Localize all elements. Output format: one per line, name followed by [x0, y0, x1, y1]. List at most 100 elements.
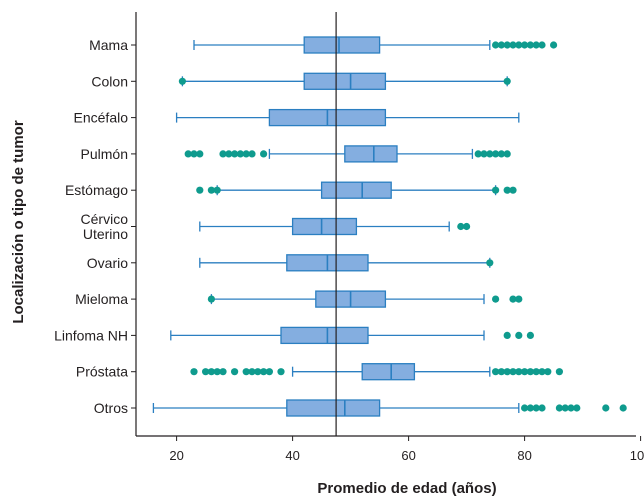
- outlier-point: [561, 404, 569, 412]
- outlier-point: [474, 150, 482, 158]
- iqr-box: [291, 217, 358, 236]
- outlier-point: [509, 41, 517, 49]
- outlier-point: [526, 404, 535, 412]
- x-tick-label: 20: [169, 448, 183, 463]
- outlier-point: [486, 150, 494, 158]
- outlier-point: [538, 368, 546, 376]
- outlier-point: [492, 150, 500, 158]
- outlier-point: [497, 150, 505, 158]
- y-axis-title: Localización o tipo de tumor: [10, 120, 27, 324]
- category-label: Próstata: [76, 364, 128, 380]
- category-label: Otros: [94, 400, 128, 416]
- category-label: Encéfalo: [74, 110, 129, 126]
- category-label: Mama: [89, 37, 128, 53]
- outlier-point: [265, 368, 273, 376]
- outlier-point: [497, 41, 505, 49]
- outlier-point: [178, 77, 186, 85]
- outlier-point: [219, 368, 227, 376]
- outlier-point: [532, 41, 540, 49]
- outlier-point: [480, 150, 488, 158]
- iqr-box: [303, 72, 387, 90]
- x-tick-label: 100: [630, 448, 644, 463]
- outlier-point: [492, 41, 500, 49]
- outlier-point: [550, 41, 558, 49]
- outlier-point: [457, 222, 465, 231]
- outlier-point: [213, 186, 221, 194]
- outlier-point: [248, 150, 256, 158]
- outlier-point: [236, 150, 244, 158]
- iqr-box: [361, 363, 416, 381]
- outlier-point: [207, 368, 215, 376]
- outlier-point: [521, 404, 529, 412]
- outlier-point: [515, 41, 523, 49]
- iqr-box: [303, 36, 381, 54]
- iqr-box: [344, 145, 398, 163]
- outlier-point: [509, 295, 517, 303]
- outlier-point: [260, 368, 268, 376]
- outlier-point: [503, 331, 511, 339]
- outlier-point: [260, 150, 268, 158]
- plot-area: 20 40 60 80 100 Mama Colon Encéfalo Pulmón Estóma…: [54, 12, 644, 463]
- x-axis-title: Promedio de edad (años): [317, 480, 496, 497]
- outlier-point: [573, 404, 581, 412]
- category-label: Estómago: [65, 182, 128, 198]
- category-label: Colon: [91, 73, 128, 89]
- category-label: Linfoma NH: [54, 327, 128, 343]
- outlier-point: [503, 41, 511, 49]
- outlier-point: [202, 368, 210, 376]
- outlier-point: [532, 368, 540, 376]
- outlier-point: [196, 150, 204, 158]
- x-tick-label: 40: [285, 448, 299, 463]
- category-label: Uterino: [83, 226, 128, 242]
- outlier-point: [555, 368, 564, 376]
- outlier-point: [242, 368, 250, 376]
- outlier-point: [213, 368, 221, 376]
- outlier-point: [503, 186, 511, 194]
- category-label: Cérvico: [81, 211, 129, 227]
- outlier-point: [492, 368, 500, 376]
- outlier-point: [225, 150, 233, 158]
- outlier-point: [515, 331, 523, 339]
- outlier-point: [492, 295, 500, 303]
- outlier-point: [544, 368, 552, 376]
- outlier-point: [242, 150, 250, 158]
- x-tick-label: 60: [401, 448, 415, 463]
- outlier-point: [515, 295, 523, 303]
- outlier-point: [503, 150, 511, 158]
- outlier-point: [207, 295, 215, 303]
- outlier-point: [515, 368, 523, 376]
- outlier-point: [509, 368, 517, 376]
- outlier-point: [521, 41, 529, 49]
- outlier-point: [526, 368, 535, 376]
- outlier-point: [619, 404, 627, 412]
- category-label: Ovario: [87, 255, 128, 271]
- outlier-point: [463, 222, 471, 231]
- outlier-point: [526, 41, 535, 49]
- outlier-point: [497, 368, 505, 376]
- outlier-point: [184, 150, 192, 158]
- outlier-point: [277, 368, 285, 376]
- outlier-point: [248, 368, 256, 376]
- outlier-point: [231, 150, 239, 158]
- category-label: Mieloma: [75, 291, 128, 307]
- outlier-point: [538, 404, 546, 412]
- category-label: Pulmón: [81, 146, 128, 162]
- outlier-point: [521, 368, 529, 376]
- outlier-point: [526, 331, 535, 339]
- outlier-point: [207, 186, 215, 194]
- outlier-point: [486, 259, 494, 267]
- outlier-point: [219, 150, 227, 158]
- iqr-box: [286, 399, 381, 417]
- outlier-point: [538, 41, 546, 49]
- outlier-point: [190, 368, 198, 376]
- outlier-point: [190, 150, 198, 158]
- outlier-point: [196, 186, 204, 194]
- x-tick-label: 80: [517, 448, 531, 463]
- outlier-point: [503, 368, 511, 376]
- outlier-point: [503, 77, 511, 85]
- outlier-point: [231, 368, 239, 376]
- outlier-point: [602, 404, 610, 412]
- outlier-point: [254, 368, 262, 376]
- outlier-point: [555, 404, 564, 412]
